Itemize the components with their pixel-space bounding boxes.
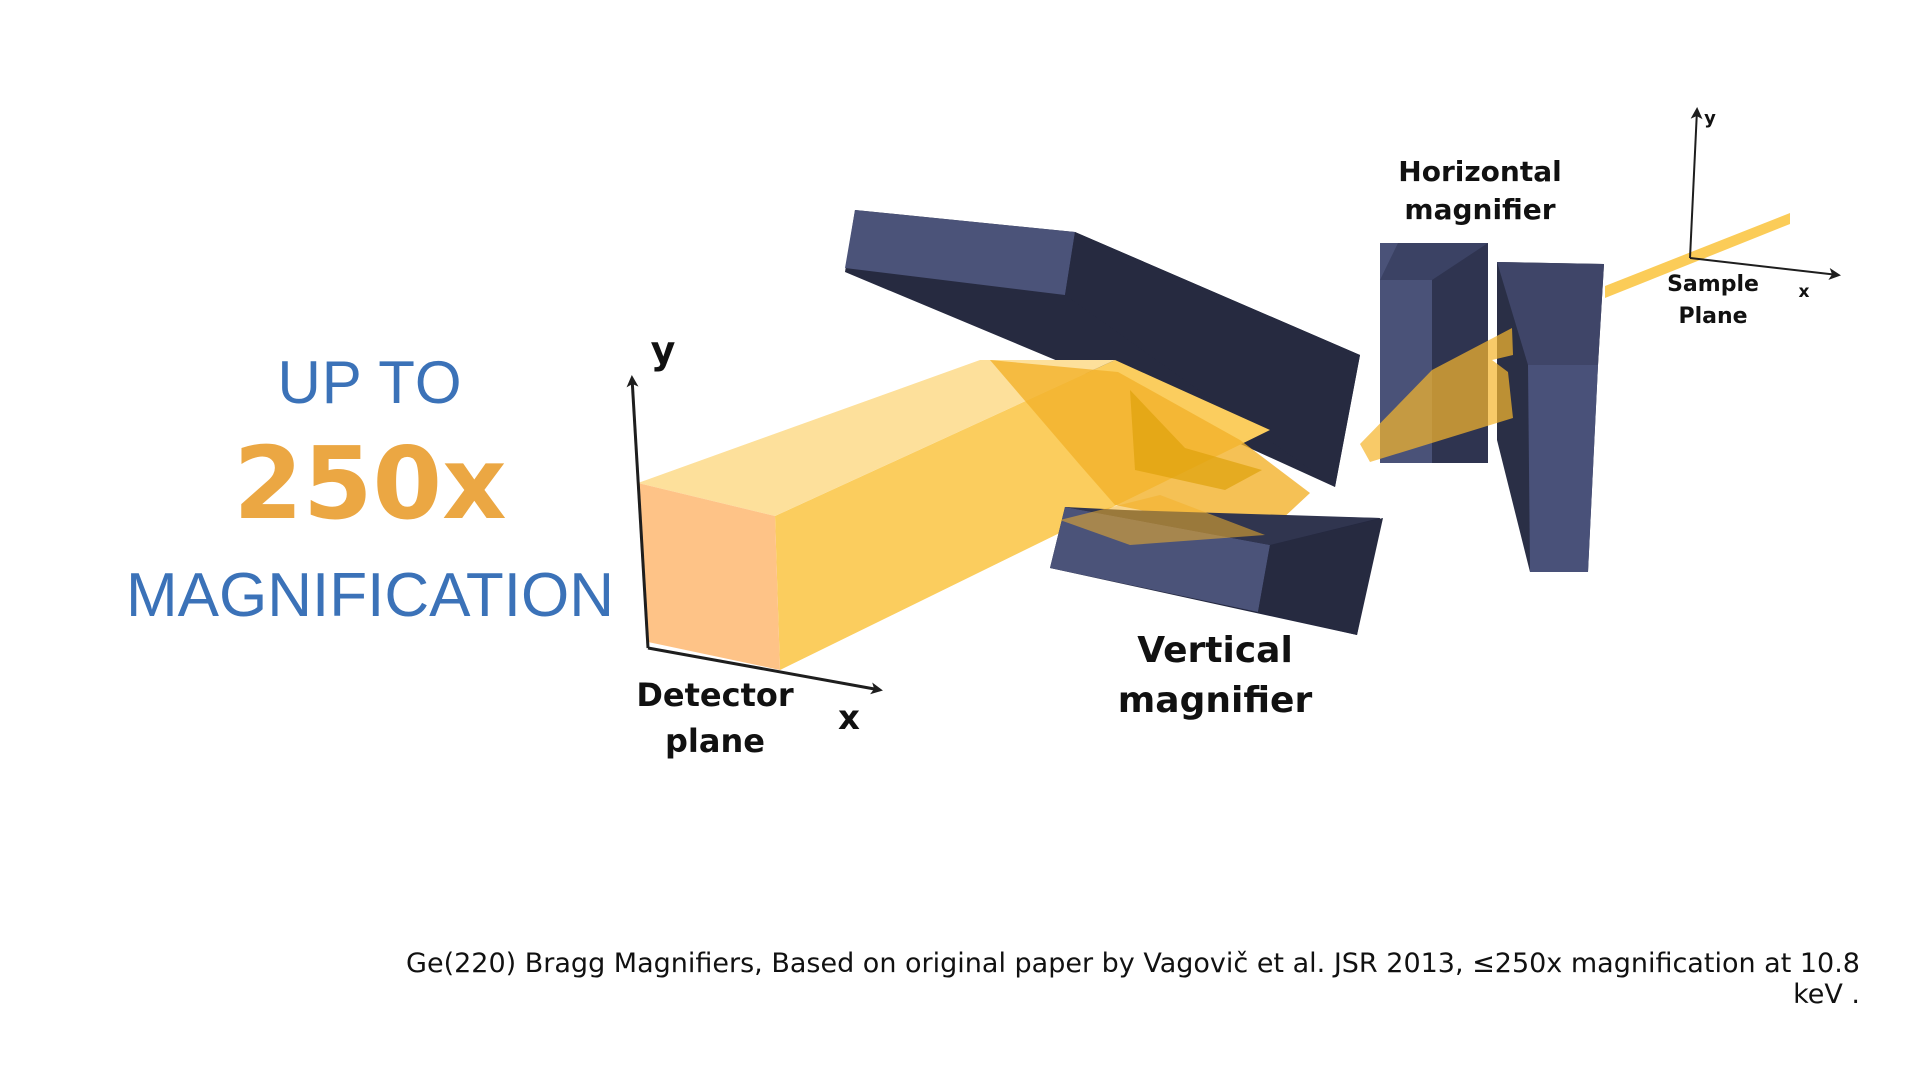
beam-main-top-face bbox=[638, 360, 1115, 516]
sample-y-axis bbox=[1689, 107, 1703, 259]
headline-magnification-word: MAGNIFICATION bbox=[126, 561, 614, 630]
beam-horizontal-section bbox=[1360, 328, 1513, 462]
headline-up-to: UP TO bbox=[277, 349, 463, 416]
detector-y-axis-label: y bbox=[650, 328, 676, 372]
beam-detector-face bbox=[638, 483, 780, 670]
detector-x-axis bbox=[647, 646, 883, 695]
incoming-beam bbox=[1605, 213, 1790, 298]
horizontal-magnifier-crystal-right bbox=[1497, 262, 1604, 572]
sample-plane-label-line2: Plane bbox=[1678, 304, 1748, 329]
vertical-magnifier-label-line2: magnifier bbox=[1117, 680, 1313, 721]
figure-caption: Ge(220) Bragg Magnifiers, Based on origi… bbox=[406, 948, 1860, 1010]
beam-lower-overlay bbox=[1060, 495, 1265, 545]
beam-reflection-core bbox=[1130, 390, 1262, 490]
detector-plane-label-line2: plane bbox=[665, 722, 765, 760]
sample-y-axis-label: y bbox=[1704, 108, 1716, 129]
horizontal-magnifier-label-line1: Horizontal bbox=[1398, 155, 1562, 188]
headline-magnification-value: 250x bbox=[233, 425, 507, 542]
detector-y-axis bbox=[626, 375, 650, 649]
vertical-magnifier-label-line1: Vertical bbox=[1137, 630, 1293, 671]
sample-x-axis-label: x bbox=[1798, 282, 1810, 302]
sample-plane-label-line1: Sample bbox=[1667, 272, 1759, 297]
detector-x-axis-label: x bbox=[838, 698, 860, 738]
sample-x-axis bbox=[1689, 257, 1841, 280]
horizontal-magnifier-label-line2: magnifier bbox=[1404, 193, 1556, 226]
detector-plane-label-line1: Detector bbox=[636, 676, 794, 714]
